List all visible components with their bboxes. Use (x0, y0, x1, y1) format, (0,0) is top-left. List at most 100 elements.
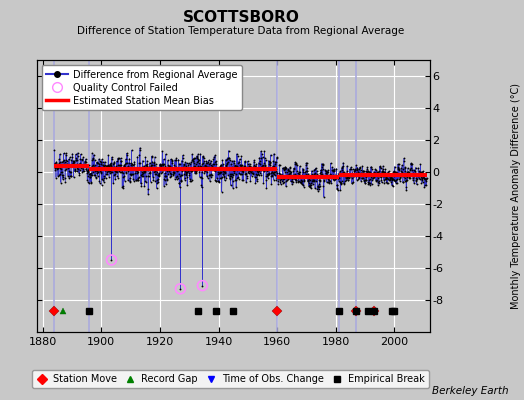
Point (211, 168, 219, 174)
Point (230, 168, 238, 174)
Point (370, 170, 379, 176)
Point (171, 164, 179, 170)
Point (397, 165, 405, 172)
Point (344, 177, 352, 183)
Point (250, 158, 258, 165)
Point (118, 184, 126, 190)
Point (321, 173, 330, 179)
Point (80, 163, 89, 170)
Point (134, 177, 142, 184)
Point (366, 182, 374, 188)
Point (172, 176, 181, 182)
Point (298, 172, 307, 178)
Point (371, 170, 379, 176)
Point (384, 170, 392, 176)
Point (255, 160, 263, 166)
Point (400, 178, 409, 184)
Point (93, 160, 102, 166)
Point (308, 178, 316, 185)
Point (334, 175, 343, 182)
Point (286, 169, 294, 176)
Point (132, 177, 140, 184)
Point (51, 162, 59, 168)
Point (108, 154, 116, 160)
Point (247, 164, 255, 171)
Point (308, 175, 316, 182)
Point (354, 175, 363, 182)
Point (159, 167, 167, 173)
Point (258, 164, 266, 171)
Point (58, 163, 67, 169)
Point (206, 178, 214, 184)
Point (312, 178, 321, 184)
Point (414, 173, 422, 179)
Point (271, 159, 280, 166)
Point (75, 161, 83, 167)
Point (384, 176, 392, 182)
Point (285, 168, 293, 174)
Point (289, 166, 298, 172)
Point (91, 162, 99, 168)
Point (216, 168, 224, 175)
Point (72, 161, 81, 168)
Point (375, 168, 384, 174)
Point (235, 171, 244, 177)
Point (219, 171, 227, 177)
Point (243, 165, 252, 172)
Point (361, 180, 369, 186)
Point (124, 166, 132, 172)
Point (311, 166, 319, 173)
Point (179, 163, 188, 170)
Point (130, 178, 138, 184)
Point (159, 162, 167, 168)
Point (420, 184, 429, 190)
Point (340, 180, 348, 187)
Point (268, 173, 277, 180)
Point (66, 162, 74, 169)
Point (154, 176, 162, 182)
Point (173, 166, 181, 172)
Point (62, 158, 71, 164)
Point (148, 153, 156, 160)
Point (212, 158, 220, 164)
Point (294, 175, 302, 182)
Point (383, 171, 391, 178)
Point (258, 165, 267, 172)
Point (221, 177, 229, 184)
Point (220, 173, 228, 179)
Point (189, 165, 198, 172)
Point (384, 169, 392, 175)
Point (417, 180, 425, 186)
Point (185, 170, 193, 176)
Point (301, 173, 310, 179)
Point (262, 177, 270, 183)
Point (303, 178, 312, 184)
Point (307, 174, 315, 180)
Point (329, 175, 337, 182)
Point (92, 174, 100, 181)
Point (387, 178, 395, 185)
Point (362, 176, 370, 183)
Point (364, 180, 373, 186)
Point (371, 171, 379, 178)
Point (176, 286, 184, 292)
Point (244, 170, 253, 177)
Point (187, 168, 195, 174)
Point (281, 168, 290, 175)
Point (196, 162, 205, 169)
Point (161, 172, 169, 179)
Point (319, 162, 327, 168)
Point (338, 178, 346, 184)
Point (419, 175, 428, 182)
Point (330, 168, 339, 174)
Point (326, 172, 334, 178)
Point (378, 169, 386, 175)
Point (133, 176, 141, 183)
Point (205, 160, 213, 167)
Point (176, 166, 184, 172)
Point (277, 172, 286, 178)
Point (313, 183, 322, 189)
Point (392, 177, 400, 184)
Point (280, 164, 289, 171)
Point (174, 175, 182, 181)
